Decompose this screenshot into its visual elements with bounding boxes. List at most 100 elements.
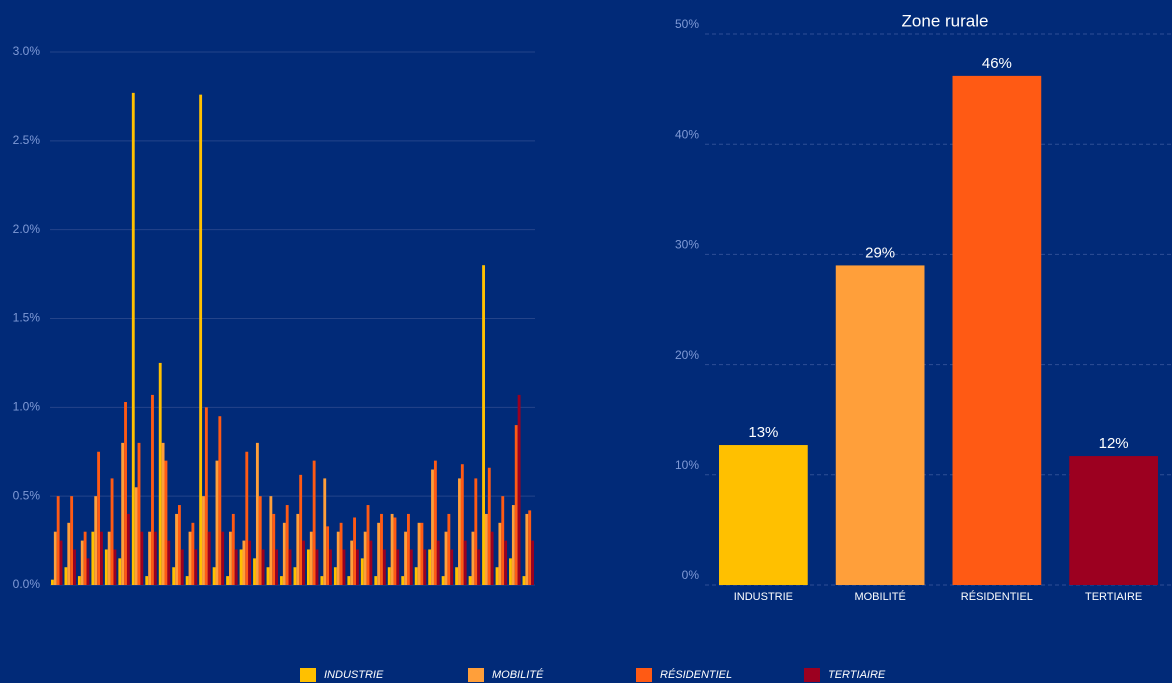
bar xyxy=(407,513,410,585)
bar xyxy=(145,576,149,585)
bar xyxy=(172,567,176,585)
bar xyxy=(118,558,122,585)
bar xyxy=(140,531,144,585)
bar xyxy=(134,487,138,585)
bar xyxy=(80,540,84,585)
bar xyxy=(100,531,103,585)
y-tick-label: 10% xyxy=(675,458,699,472)
bar xyxy=(70,496,74,585)
bar xyxy=(204,407,208,585)
data-label: 29% xyxy=(865,244,895,261)
bar xyxy=(835,265,925,585)
bar xyxy=(342,549,346,585)
legend-label: INDUSTRIE xyxy=(324,669,384,681)
bar xyxy=(468,576,472,585)
bar xyxy=(487,467,491,585)
bar xyxy=(433,460,437,585)
bar xyxy=(94,496,98,585)
x-tick-label: INDUSTRIE xyxy=(734,591,793,603)
bar xyxy=(347,576,351,585)
bar xyxy=(288,549,292,585)
bar xyxy=(360,558,364,585)
bar xyxy=(67,522,71,585)
bar xyxy=(404,531,408,585)
bar xyxy=(377,522,381,585)
bar xyxy=(275,549,279,585)
bar xyxy=(121,442,125,585)
y-tick-label: 2.0% xyxy=(13,222,41,236)
bar xyxy=(390,513,394,585)
bar xyxy=(463,540,467,585)
bar xyxy=(315,549,319,585)
bar xyxy=(719,445,808,585)
bar xyxy=(97,451,101,585)
bar xyxy=(501,496,505,585)
bar xyxy=(151,394,154,585)
y-tick-label: 3.0% xyxy=(13,44,41,58)
bar xyxy=(380,513,383,585)
bar xyxy=(498,522,502,585)
bar xyxy=(447,513,451,585)
bar xyxy=(153,531,157,585)
legend-swatch xyxy=(804,668,820,682)
bar xyxy=(175,513,178,585)
bar xyxy=(369,540,373,585)
bar xyxy=(191,522,195,585)
bar xyxy=(336,531,340,585)
bar xyxy=(280,576,283,585)
bar xyxy=(477,549,481,585)
bar xyxy=(387,567,391,585)
bar xyxy=(253,558,256,585)
bar xyxy=(382,549,386,585)
bar xyxy=(113,549,117,585)
bar xyxy=(484,513,488,585)
bar xyxy=(423,549,427,585)
chart-title: Zone rurale xyxy=(902,11,989,30)
bar xyxy=(107,531,111,585)
bar xyxy=(474,478,478,585)
bar xyxy=(77,576,81,585)
bar xyxy=(495,567,499,585)
bar xyxy=(234,549,238,585)
bar xyxy=(167,540,171,585)
bar xyxy=(482,265,485,585)
bar xyxy=(185,576,189,585)
bar xyxy=(299,474,303,585)
bar xyxy=(86,558,90,585)
bar xyxy=(221,531,225,585)
bar xyxy=(161,442,165,585)
bar xyxy=(255,442,259,585)
bar xyxy=(302,540,305,585)
bar xyxy=(490,531,494,585)
bar xyxy=(431,469,434,585)
bar xyxy=(248,540,252,585)
y-tick-label: 40% xyxy=(675,127,699,141)
bar xyxy=(444,531,448,585)
bar xyxy=(323,478,327,585)
y-tick-label: 0% xyxy=(682,568,700,582)
bar xyxy=(450,549,454,585)
bar xyxy=(363,531,367,585)
bar xyxy=(126,513,130,585)
x-tick-label: RÉSIDENTIEL xyxy=(961,590,1033,603)
bar xyxy=(261,549,265,585)
legend-swatch xyxy=(468,668,484,682)
bar xyxy=(952,75,1042,585)
bar xyxy=(212,567,216,585)
bar xyxy=(401,576,405,585)
bar xyxy=(199,94,203,585)
bar xyxy=(110,478,114,585)
bar xyxy=(522,576,526,585)
bar xyxy=(339,522,343,585)
bar xyxy=(296,513,300,585)
bar xyxy=(266,567,270,585)
bar xyxy=(56,496,60,585)
y-tick-label: 1.0% xyxy=(13,400,41,414)
bar xyxy=(51,579,54,585)
legend-swatch xyxy=(636,668,652,682)
bar xyxy=(312,460,316,585)
bar xyxy=(239,549,243,585)
y-tick-label: 20% xyxy=(675,348,699,362)
bar xyxy=(180,549,184,585)
